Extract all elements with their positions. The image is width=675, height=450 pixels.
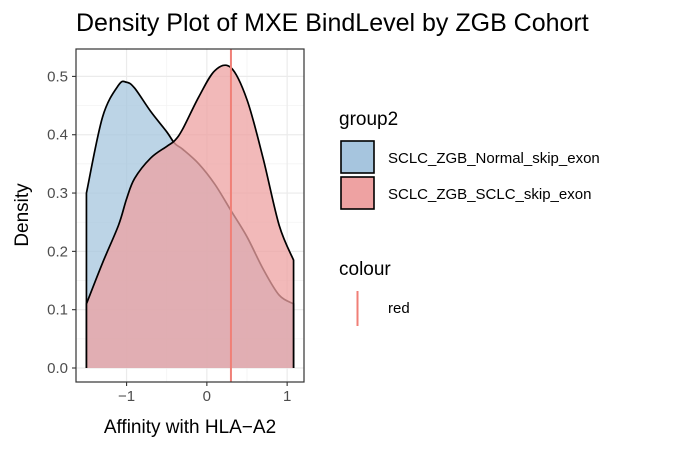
y-tick-label: 0.4 (47, 127, 68, 144)
legend-colour-title: colour (339, 259, 391, 280)
y-tick-label: 0.3 (47, 185, 68, 202)
legend-label-red: red (388, 300, 410, 317)
legend-fill-title: group2 (339, 109, 398, 130)
density-area-sclc (86, 65, 294, 369)
legend-key-sclc (340, 176, 375, 210)
y-tick-label: 0.5 (47, 68, 68, 85)
x-tick-label: 1 (283, 388, 291, 405)
legend-label-sclc: SCLC_ZGB_SCLC_skip_exon (388, 186, 591, 203)
y-axis-title: Density (12, 183, 33, 247)
panel-border (75, 48, 305, 383)
density-line-sclc (85, 64, 295, 369)
y-tick-label: 0.1 (47, 302, 68, 319)
legend-colour: colour red (339, 259, 410, 326)
x-tick-label: 0 (203, 388, 211, 405)
x-axis-title: Affinity with HLA−A2 (104, 417, 276, 438)
y-tick-label: 0.2 (47, 243, 68, 260)
chart-title: Density Plot of MXE BindLevel by ZGB Coh… (76, 9, 589, 37)
legend-fill: group2 SCLC_ZGB_Normal_skip_exon SCLC_ZG… (339, 109, 600, 210)
legend-label-normal: SCLC_ZGB_Normal_skip_exon (388, 150, 600, 167)
y-tick-label: 0.0 (47, 360, 68, 377)
plot-panel: −1 0 1 0.0 0.1 0.2 0.3 0.4 0.5 (47, 48, 305, 405)
x-tick-label: −1 (118, 388, 135, 405)
legend-key-normal (340, 140, 375, 174)
